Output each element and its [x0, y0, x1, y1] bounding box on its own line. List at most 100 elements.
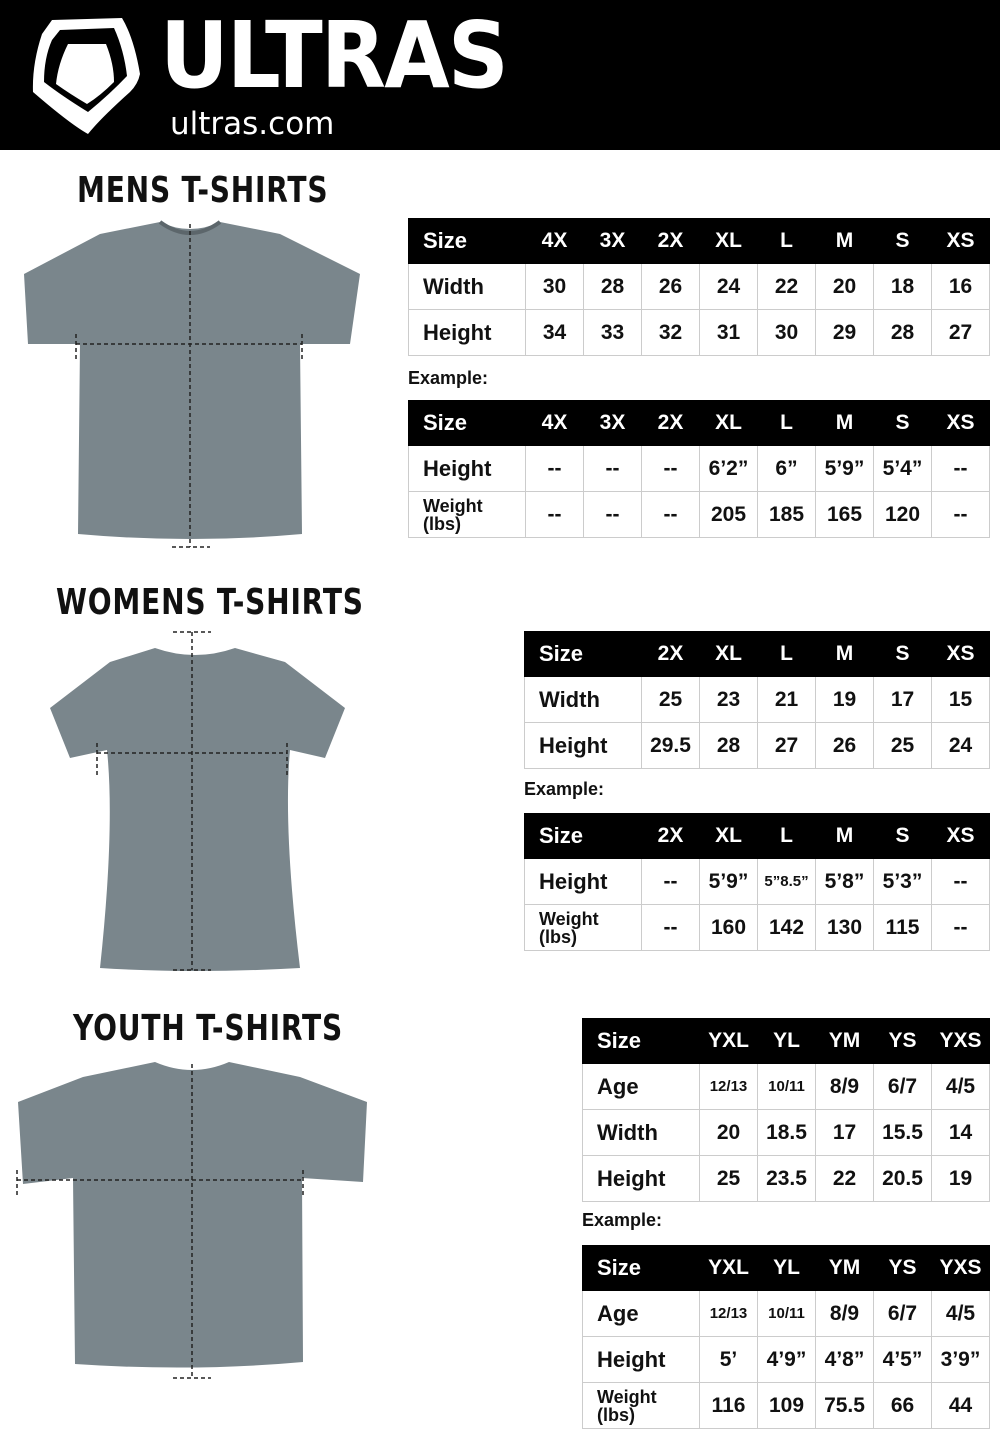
youth-example-table: Size YXL YL YM YS YXS Age 12/13 10/11 8/9 6/7 4/5 He…	[582, 1245, 990, 1429]
row-label: Height	[408, 445, 526, 492]
table-cell: M	[815, 813, 874, 859]
table-cell: YXL	[699, 1018, 758, 1064]
table-cell: XS	[931, 631, 990, 677]
table-row: Width 20 18.5 17 15.5 14	[582, 1109, 990, 1156]
row-label: Height	[524, 858, 642, 905]
table-row: Width 25 23 21 19 17 15	[524, 676, 990, 723]
table-cell: 23.5	[757, 1155, 816, 1202]
table-cell: --	[931, 858, 990, 905]
row-label: Size	[582, 1245, 700, 1291]
table-cell: --	[525, 491, 584, 538]
brand-url: ultras.com	[170, 106, 335, 142]
table-cell: 16	[931, 263, 990, 310]
youth-shirt-diagram	[16, 1062, 367, 1379]
row-label: Age	[582, 1290, 700, 1337]
table-cell: M	[815, 631, 874, 677]
table-cell: YXS	[931, 1245, 990, 1291]
table-cell: 2X	[641, 218, 700, 264]
table-cell: 6’2”	[699, 445, 758, 492]
table-cell: 205	[699, 491, 758, 538]
table-cell: M	[815, 218, 874, 264]
row-label: Size	[582, 1018, 700, 1064]
table-cell: 15	[931, 676, 990, 723]
table-cell: 6”	[757, 445, 816, 492]
table-cell: --	[931, 491, 990, 538]
table-cell: 4X	[525, 218, 584, 264]
table-cell: 3X	[583, 218, 642, 264]
table-cell: 17	[873, 676, 932, 723]
table-cell: 5’9”	[815, 445, 874, 492]
table-row: Height 34 33 32 31 30 29 28 27	[408, 309, 990, 356]
table-cell: 19	[931, 1155, 990, 1202]
table-cell: 115	[873, 904, 932, 951]
mens-example-table: Size 4X 3X 2X XL L M S XS Height -- -- -- 6’2” 6” 5’9” 5…	[408, 400, 990, 538]
table-cell: 2X	[641, 631, 700, 677]
table-cell: 24	[699, 263, 758, 310]
table-cell: --	[641, 445, 700, 492]
table-cell: 20.5	[873, 1155, 932, 1202]
table-cell: 33	[583, 309, 642, 356]
table-cell: 4’5”	[873, 1336, 932, 1383]
row-label: Size	[408, 218, 526, 264]
table-row: Height 5’ 4’9” 4’8” 4’5” 3’9”	[582, 1336, 990, 1383]
table-cell: 12/13	[699, 1290, 758, 1337]
table-cell: 185	[757, 491, 816, 538]
table-cell: 120	[873, 491, 932, 538]
row-label: Weight (lbs)	[582, 1382, 700, 1429]
row-label: Weight (lbs)	[524, 904, 642, 951]
table-cell: YXL	[699, 1245, 758, 1291]
row-label: Age	[582, 1063, 700, 1110]
table-cell: 109	[757, 1382, 816, 1429]
table-cell: 160	[699, 904, 758, 951]
table-cell: S	[873, 400, 932, 446]
row-label: Width	[408, 263, 526, 310]
table-cell: 31	[699, 309, 758, 356]
table-cell: 3’9”	[931, 1336, 990, 1383]
table-cell: 20	[699, 1109, 758, 1156]
row-label: Height	[524, 722, 642, 769]
table-header-row: Size 2X XL L M S XS	[524, 631, 990, 677]
mens-measure-table: Size 4X 3X 2X XL L M S XS Width 30 28 26 24 22 20 18 16 He…	[408, 218, 990, 356]
table-cell: 165	[815, 491, 874, 538]
table-cell: 18	[873, 263, 932, 310]
table-cell: 15.5	[873, 1109, 932, 1156]
row-label: Width	[524, 676, 642, 723]
table-row: Height -- 5’9” 5”8.5” 5’8” 5’3” --	[524, 858, 990, 905]
youth-measure-table: Size YXL YL YM YS YXS Age 12/13 10/11 8/9 6/7 4/5 Wi…	[582, 1018, 990, 1202]
table-cell: 17	[815, 1109, 874, 1156]
table-row: Age 12/13 10/11 8/9 6/7 4/5	[582, 1063, 990, 1110]
womens-example-table: Size 2X XL L M S XS Height -- 5’9” 5”8.5” 5’8” 5’3” -…	[524, 813, 990, 951]
mens-shirt-diagram	[24, 220, 360, 548]
table-cell: --	[641, 904, 700, 951]
table-cell: 3X	[583, 400, 642, 446]
table-cell: YL	[757, 1018, 816, 1064]
table-cell: 130	[815, 904, 874, 951]
table-cell: 4/5	[931, 1063, 990, 1110]
table-cell: 26	[815, 722, 874, 769]
table-cell: 4’8”	[815, 1336, 874, 1383]
row-label: Weight (lbs)	[408, 491, 526, 538]
table-header-row: Size 2X XL L M S XS	[524, 813, 990, 859]
table-cell: --	[583, 445, 642, 492]
table-cell: YL	[757, 1245, 816, 1291]
table-cell: XL	[699, 631, 758, 677]
table-header-row: Size 4X 3X 2X XL L M S XS	[408, 400, 990, 446]
table-cell: --	[931, 445, 990, 492]
table-cell: 27	[757, 722, 816, 769]
table-cell: 21	[757, 676, 816, 723]
womens-measure-table: Size 2X XL L M S XS Width 25 23 21 19 17 15 Height 29.5…	[524, 631, 990, 769]
table-cell: 4X	[525, 400, 584, 446]
table-cell: 28	[873, 309, 932, 356]
table-cell: 8/9	[815, 1290, 874, 1337]
table-cell: 2X	[641, 400, 700, 446]
mens-title: MENS T-SHIRTS	[77, 170, 329, 211]
table-header-row: Size 4X 3X 2X XL L M S XS	[408, 218, 990, 264]
table-cell: 29.5	[641, 722, 700, 769]
table-cell: 34	[525, 309, 584, 356]
table-cell: 5”8.5”	[757, 858, 816, 905]
table-cell: L	[757, 400, 816, 446]
table-cell: S	[873, 218, 932, 264]
table-row: Height 25 23.5 22 20.5 19	[582, 1155, 990, 1202]
table-header-row: Size YXL YL YM YS YXS	[582, 1245, 990, 1291]
table-cell: 27	[931, 309, 990, 356]
